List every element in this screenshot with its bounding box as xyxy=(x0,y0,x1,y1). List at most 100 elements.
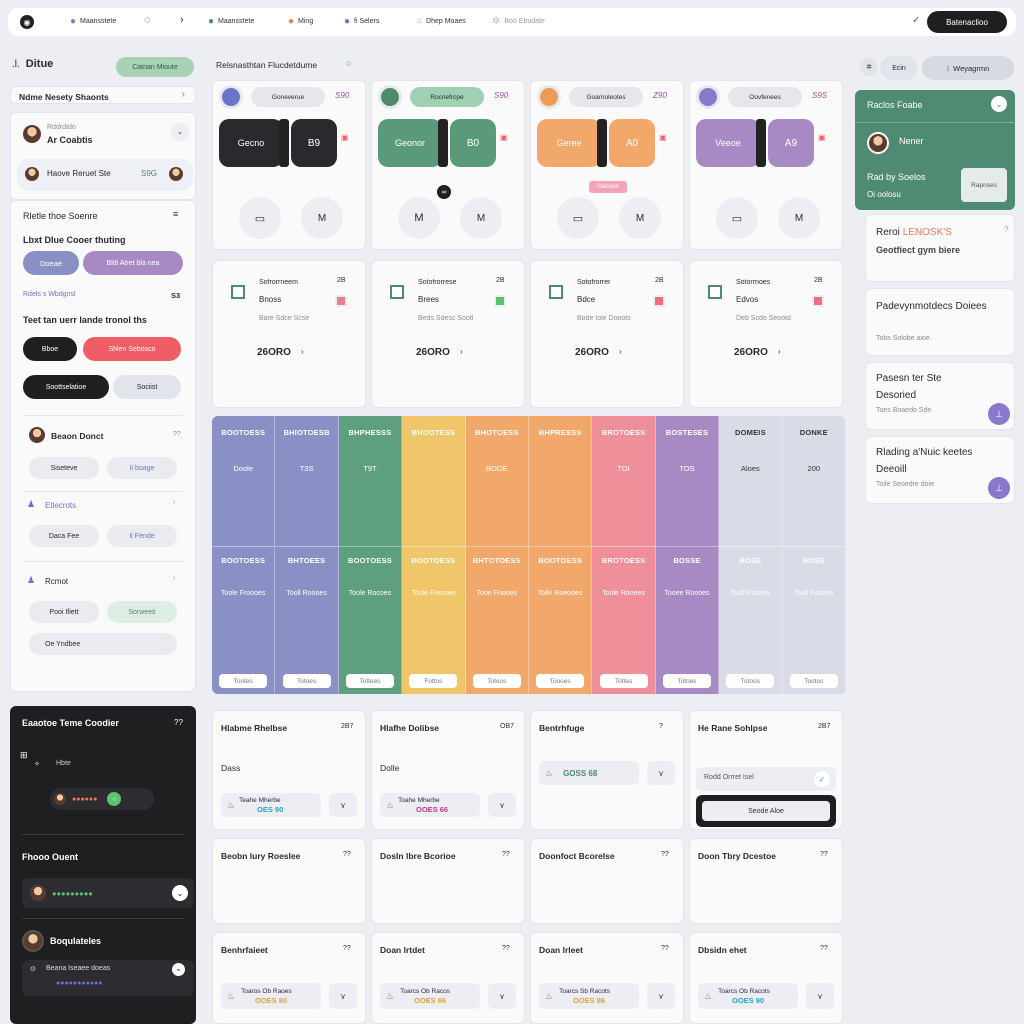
menu-icon[interactable]: ≡ xyxy=(173,209,179,219)
chip-button[interactable]: Ii Fende xyxy=(107,525,177,547)
expand-button[interactable]: ⋎ xyxy=(806,983,834,1009)
column-chip[interactable]: Toooes xyxy=(536,674,585,688)
bottom-card[interactable]: Doon Tbry Dcestoe ?? xyxy=(689,838,843,924)
bottom-card[interactable]: Benhrfaieet ?? ♨ Toaros Ob Raoes OOES 80… xyxy=(212,932,366,1024)
app-logo-icon[interactable]: ◉ xyxy=(20,15,34,29)
add-icon[interactable]: ⊥ xyxy=(988,477,1010,499)
avatar[interactable] xyxy=(378,85,402,109)
column-chip[interactable]: Tootos xyxy=(789,674,838,688)
nav-item[interactable]: ● Maansstete xyxy=(70,16,117,27)
action-button[interactable]: Soottselatioe xyxy=(23,375,109,399)
kanban-column[interactable]: BROTOESS TOI BROTOESS Toole Rooees Totte… xyxy=(592,416,656,694)
kanban-column[interactable]: DOMEIS Aloes BOSE Tooll Rooses Totoos xyxy=(719,416,783,694)
refresh-icon[interactable]: ◌ xyxy=(144,14,151,26)
metric-card[interactable]: Sotofrorrese Brees 2B Beds Sdesc Sootl 2… xyxy=(371,260,525,408)
more-icon[interactable]: ?? xyxy=(820,945,828,952)
card-pill[interactable]: Goarnoleotes xyxy=(569,87,643,107)
kanban-column[interactable]: DONKE 200 BOSE Tooll Foooes Tootos xyxy=(782,416,846,694)
bottom-card[interactable]: Beobn lury Roeslee ?? xyxy=(212,838,366,924)
card-action-button[interactable]: ▭ xyxy=(557,197,599,239)
action-button[interactable]: Doeae xyxy=(23,251,79,275)
nav-item[interactable]: ● Maansstete xyxy=(208,16,255,27)
card-pill[interactable]: Oovfenees xyxy=(728,87,802,107)
avatar[interactable] xyxy=(23,125,41,143)
expand-button[interactable]: ⋎ xyxy=(488,983,516,1009)
primary-button[interactable]: Seode Aloe xyxy=(696,795,836,827)
chevron-down-icon[interactable]: ⌄ xyxy=(172,885,188,901)
chip-button[interactable]: Pooi Ifiett xyxy=(29,601,99,623)
nav-item[interactable]: ✲ Boo Ebudate xyxy=(492,16,545,27)
chevron-right-icon[interactable]: › xyxy=(173,499,176,506)
close-icon[interactable]: ⌁ xyxy=(172,963,185,976)
more-icon[interactable]: ?? xyxy=(343,851,351,858)
avatar[interactable] xyxy=(219,85,243,109)
metric-card[interactable]: Sotofrorrer Bdce 2B Bode Iole Dooots 26O… xyxy=(530,260,684,408)
column-chip[interactable]: Totoes xyxy=(662,674,711,688)
emoji-selector[interactable]: ●●●●●●●●● ⌄ xyxy=(22,878,194,908)
action-button[interactable]: Sociist xyxy=(113,375,181,399)
action-button[interactable]: Bldi Atret bla nea xyxy=(83,251,183,275)
card-pill[interactable]: Rocnefrcpe xyxy=(410,87,484,107)
search-input[interactable]: Rodd Orrret Isel ✓ xyxy=(696,767,836,791)
card-action-button[interactable]: ▭ xyxy=(716,197,758,239)
kanban-column[interactable]: BHOOTESS BOOTOESS Toole Freooes Fottos xyxy=(402,416,466,694)
kanban-column[interactable]: BHIOTOESB T3S BHTOEES Tooll Roooes Totoe… xyxy=(275,416,339,694)
add-icon[interactable]: ⊥ xyxy=(988,403,1010,425)
right-item[interactable]: Pasesn ter Ste Desoried Toes Boaedo Sde … xyxy=(865,362,1015,430)
avatar[interactable] xyxy=(537,85,561,109)
more-icon[interactable]: ?? xyxy=(661,851,669,858)
chevron-right-icon[interactable]: › xyxy=(180,14,184,26)
kanban-column[interactable]: BHPHESSS T9T BOOTOESS Toole Rocoes Totte… xyxy=(338,416,403,694)
expand-button[interactable]: ⋎ xyxy=(329,793,357,817)
kanban-column[interactable]: BOSTESES TOS BOSSE Tooee Roooes Totoes xyxy=(655,416,720,694)
nav-item[interactable]: ○ Dhep Moaes xyxy=(416,16,466,27)
primary-cta-button[interactable]: Batenaclioo xyxy=(927,11,1007,33)
kanban-column[interactable]: BOOTOESS Doole BOOTOESS Toole Froooes To… xyxy=(212,416,276,694)
column-chip[interactable]: Totoes xyxy=(282,674,331,688)
expand-button[interactable]: ⋎ xyxy=(647,761,675,785)
chevron-down-icon[interactable]: ⌄ xyxy=(171,123,189,141)
bottom-card[interactable]: Doonfoct Bcorelse ?? xyxy=(530,838,684,924)
search-field[interactable]: ⊙ Beana Iseaee doeas ⌁ ●●●●●●●●●●● xyxy=(22,960,194,996)
chip-button[interactable]: Oe Yndbee xyxy=(29,633,177,655)
avatar[interactable] xyxy=(696,85,720,109)
column-chip[interactable]: Totoos xyxy=(472,674,521,688)
check-icon[interactable]: ✓ xyxy=(912,15,921,26)
reaction-bar[interactable]: ●●●●●● ○ xyxy=(50,788,154,810)
logo-pill[interactable]: Catnan Mioute xyxy=(116,57,194,77)
column-chip[interactable]: Tottees xyxy=(345,674,394,688)
more-icon[interactable]: ? xyxy=(1004,225,1009,234)
chip-button[interactable]: Siseteve xyxy=(29,457,99,479)
metric-card[interactable]: Sotorrnoes Edvos 2B Deb Scdo Seootd 26OR… xyxy=(689,260,843,408)
right-item[interactable]: Padevynmotdecs Doiees Tobs Solobe aioe xyxy=(865,288,1015,356)
metric-card[interactable]: Sofrorrneem Bnoss 2B Bare Sdce Scse 26OR… xyxy=(212,260,366,408)
column-chip[interactable]: Tootes xyxy=(219,674,268,688)
action-button[interactable]: Bboe xyxy=(23,337,77,361)
more-icon[interactable]: ?? xyxy=(343,945,351,952)
nav-item[interactable]: ● fi Selers xyxy=(344,16,380,27)
bottom-card[interactable]: He Rane Sohlpse 2B7 Rodd Orrret Isel ✓ S… xyxy=(689,710,843,830)
chevron-right-icon[interactable]: › xyxy=(173,575,176,582)
expand-button[interactable]: ⋎ xyxy=(329,983,357,1009)
more-icon[interactable]: ?? xyxy=(174,718,183,727)
chevron-down-icon[interactable]: ⌄ xyxy=(991,96,1007,112)
nav-item[interactable]: ● Ming xyxy=(288,16,314,27)
more-icon[interactable]: ?? xyxy=(502,851,510,858)
shortcut-header[interactable]: Ndme Nesety Shaonts › xyxy=(10,86,196,104)
more-icon[interactable]: ?? xyxy=(661,945,669,952)
card-action-button[interactable]: M xyxy=(398,197,440,239)
card-action-button[interactable]: M xyxy=(460,197,502,239)
expand-button[interactable]: ⋎ xyxy=(647,983,675,1009)
card-pill[interactable]: Goneverue xyxy=(251,87,325,107)
card-action-button[interactable]: M xyxy=(619,197,661,239)
bottom-card[interactable]: Doan lrtdet ?? ♨ Toarcs Ob Racos OOES 66… xyxy=(371,932,525,1024)
card-action-button[interactable]: M xyxy=(301,197,343,239)
settings-icon[interactable]: ✲ xyxy=(860,58,878,76)
action-button[interactable]: Shlen Sebosco xyxy=(83,337,181,361)
chip-button[interactable]: Daca Fee xyxy=(29,525,99,547)
bottom-card[interactable]: Hlafhe Dolibse OB7 Dolle ♨ Toahe Mherbe … xyxy=(371,710,525,830)
chip-button[interactable]: Ii boage xyxy=(107,457,177,479)
bottom-card[interactable]: Bentrhfuge ? ♨ GOSS 68 ⋎ xyxy=(530,710,684,830)
bottom-card[interactable]: Dbsidn ehet ?? ♨ Toarcs Ob Racots OOES 9… xyxy=(689,932,843,1024)
more-icon[interactable]: ? xyxy=(659,723,663,730)
